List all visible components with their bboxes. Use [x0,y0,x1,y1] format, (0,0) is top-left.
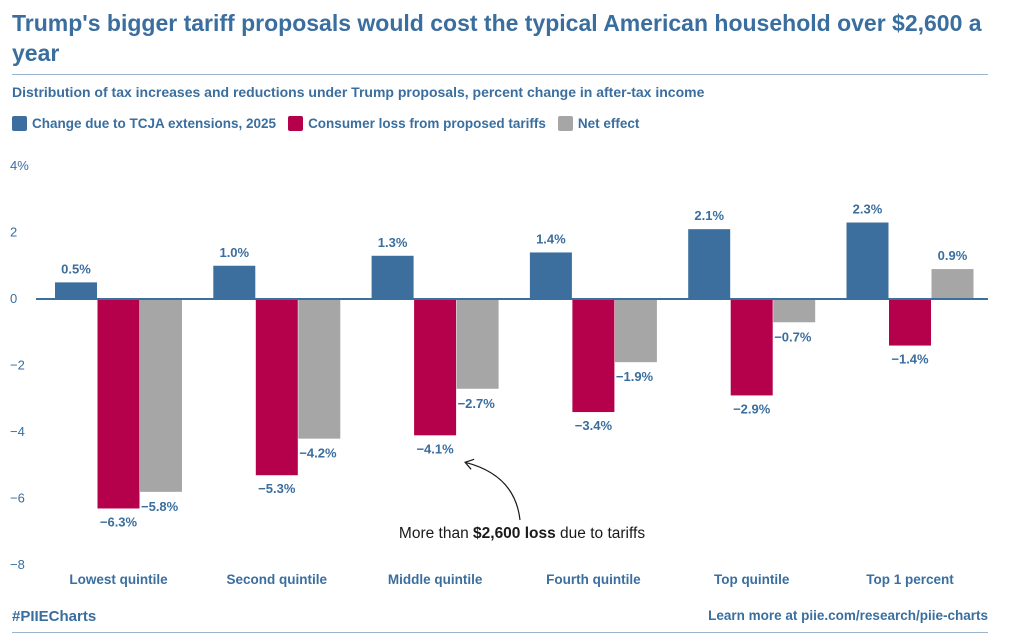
data-label-net: −0.7% [774,329,812,344]
bar-net [298,299,341,439]
data-label-tariffs: −6.3% [100,514,138,529]
y-tick-label: −6 [10,491,25,506]
legend-swatch-tariffs [288,116,304,131]
y-tick-label: −8 [10,557,25,572]
bar-tariffs [730,299,773,396]
y-tick-label: −2 [10,358,25,373]
legend-label-tcja: Change due to TCJA extensions, 2025 [32,116,277,131]
y-tick-label: 0 [10,291,17,306]
y-tick-label: 4% [10,158,29,173]
data-label-tariffs: −3.4% [575,418,613,433]
legend-swatch-tcja [12,116,27,131]
data-label-tariffs: −2.9% [733,401,771,416]
chart-title: Trump's bigger tariff proposals would co… [12,10,982,66]
data-label-net: −5.8% [141,499,179,514]
data-label-net: −2.7% [458,396,496,411]
legend-swatch-net [557,116,573,131]
annotation-text: More than $2,600 loss due to tariffs [399,525,645,542]
x-category-label: Middle quintile [388,572,483,587]
bar-tariffs [97,299,140,509]
bar-tcja [529,252,572,299]
bar-net [773,299,816,323]
data-label-tcja: 1.4% [536,231,566,246]
chart-subtitle: Distribution of tax increases and reduct… [12,84,705,100]
data-label-net: −1.9% [616,369,654,384]
x-category-label: Fourth quintile [546,572,641,587]
data-label-tcja: 1.3% [378,235,408,250]
footer-divider [12,632,988,633]
data-label-tariffs: −5.3% [258,481,296,496]
legend-item-tariffs: Consumer loss from proposed tariffs [288,116,546,131]
bar-tcja [213,265,256,299]
data-label-net: −4.2% [299,446,337,461]
data-label-tariffs: −4.1% [416,441,454,456]
data-label-net: 0.9% [938,248,968,263]
bar-tcja [55,282,97,299]
annotation-text-prefix: More than [399,525,473,542]
annotation-arrowhead [464,458,475,470]
x-category-label: Lowest quintile [69,572,168,587]
data-label-tcja: 2.1% [694,208,724,223]
legend-item-tcja: Change due to TCJA extensions, 2025 [12,116,276,131]
annotation-text-suffix: due to tariffs [556,525,646,542]
y-tick-label: −4 [10,424,25,439]
bar-tariffs [889,299,931,346]
y-tick-label: 2 [10,225,17,240]
data-label-tcja: 2.3% [853,202,883,217]
x-category-label: Top quintile [714,572,790,587]
annotation-text-bold: $2,600 loss [473,525,556,542]
bar-tariffs [572,299,615,413]
bar-tariffs [255,299,298,476]
data-label-tcja: 0.5% [61,261,91,276]
x-category-label: Top 1 percent [866,572,954,587]
title-divider [12,74,988,75]
legend: Change due to TCJA extensions, 2025 Cons… [12,116,651,131]
footer-hashtag[interactable]: #PIIECharts [12,608,97,625]
bar-tcja [688,229,731,299]
bar-net [931,269,974,299]
legend-label-net: Net effect [577,116,640,131]
data-label-tariffs: −1.4% [891,352,929,367]
legend-item-net: Net effect [557,116,640,131]
x-category-label: Second quintile [227,572,328,587]
annotation-arrow [464,461,521,521]
bar-tariffs [414,299,457,436]
data-label-tcja: 1.0% [219,245,249,260]
bar-net [614,299,657,363]
bar-net [140,299,182,492]
legend-label-tariffs: Consumer loss from proposed tariffs [308,116,546,131]
footer-link[interactable]: Learn more at piie.com/research/piie-cha… [708,608,988,623]
bar-tcja [371,255,414,299]
bar-tcja [846,222,889,299]
bar-net [456,299,499,389]
